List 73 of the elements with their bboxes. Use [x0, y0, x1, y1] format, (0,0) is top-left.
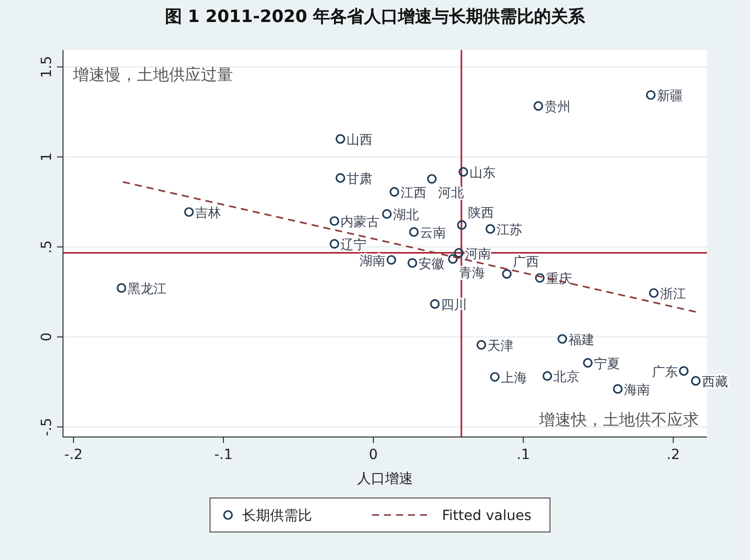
point [558, 334, 568, 344]
x-tick-label: .2 [666, 447, 680, 463]
annotation: 增速慢，土地供应过量 [72, 65, 233, 84]
point [476, 340, 486, 350]
annotation: 增速快，土地供不应求 [538, 410, 699, 429]
point [457, 220, 467, 230]
point [490, 372, 500, 382]
y-tick-label: -.5 [39, 418, 55, 436]
point [409, 227, 419, 237]
data-label: 宁夏 [594, 356, 620, 372]
data-label: 辽宁 [340, 236, 366, 253]
x-axis-title: 人口增速 [357, 471, 413, 487]
data-label: 北京 [553, 370, 580, 385]
data-label: 吉林 [194, 206, 221, 221]
data-label: 内蒙古 [340, 215, 380, 230]
point [646, 90, 656, 100]
data-label: 天津 [487, 338, 514, 354]
data-label: 甘肃 [346, 172, 372, 187]
point [430, 299, 440, 309]
data-label: 湖北 [392, 208, 419, 223]
data-label: 江苏 [496, 222, 522, 238]
point [184, 207, 194, 217]
point [427, 174, 437, 184]
point [582, 358, 593, 368]
y-tick-label: .5 [39, 240, 55, 254]
point [612, 384, 623, 394]
data-label: 福建 [568, 332, 594, 348]
data-label: 新疆 [656, 89, 683, 104]
point [448, 254, 458, 264]
y-tick-label: 1.5 [39, 56, 55, 78]
y-tick-label: 1 [39, 152, 55, 162]
x-tick-label: -.1 [214, 447, 233, 463]
point [535, 273, 545, 283]
data-label: 山西 [346, 132, 372, 148]
data-label: 浙江 [660, 287, 686, 302]
point [486, 224, 496, 234]
point [336, 134, 346, 144]
point [502, 269, 512, 279]
point [458, 167, 468, 177]
point [454, 248, 464, 258]
y-tick-label: 0 [39, 332, 55, 342]
point [386, 255, 396, 265]
point [678, 366, 689, 376]
data-label: 江西 [400, 186, 426, 201]
point [116, 283, 126, 293]
point [336, 173, 346, 183]
legend-label: Fitted values [442, 508, 532, 524]
point [390, 187, 400, 197]
data-label: 贵州 [544, 100, 570, 115]
x-tick-label: 0 [368, 447, 378, 463]
chart-title: 图 1 2011-2020 年各省人口增速与长期供需比的关系 [164, 7, 586, 27]
x-tick-label: -.2 [64, 447, 83, 463]
point [542, 371, 552, 381]
data-label: 西藏 [702, 374, 728, 390]
point [382, 209, 392, 219]
data-label: 上海 [500, 370, 527, 386]
point [690, 376, 701, 386]
data-label: 黑龙江 [127, 282, 166, 297]
data-label: 山东 [469, 166, 496, 181]
point [648, 288, 659, 298]
data-label: 海南 [624, 382, 650, 398]
data-label: 云南 [420, 226, 446, 241]
x-tick-label: .1 [516, 447, 530, 463]
data-label: 广西 [512, 254, 539, 270]
data-label: 广东 [652, 364, 678, 380]
data-label: 陕西 [468, 206, 494, 221]
point [330, 239, 340, 249]
data-label: 安徽 [418, 256, 444, 272]
point [534, 101, 544, 111]
legend-label: 长期供需比 [242, 508, 312, 524]
point [330, 216, 340, 226]
data-label: 湖南 [359, 254, 386, 269]
point [408, 258, 418, 268]
